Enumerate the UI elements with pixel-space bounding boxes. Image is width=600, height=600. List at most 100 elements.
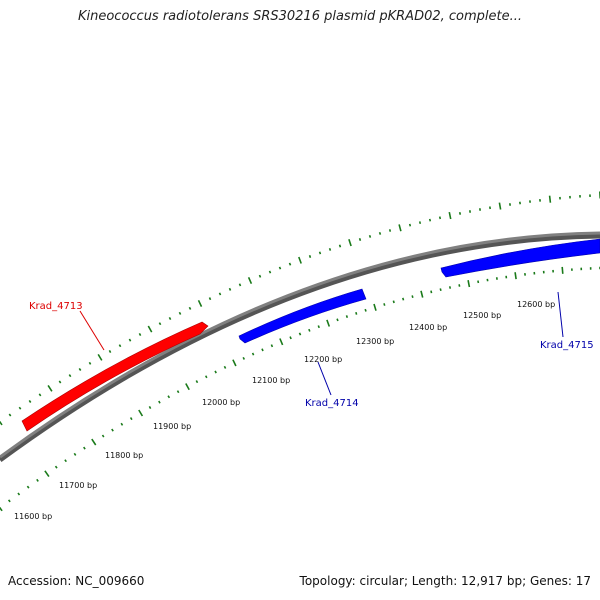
tick-mark bbox=[420, 290, 424, 298]
gene-label-krad-4713[interactable]: Krad_4713 bbox=[29, 301, 83, 312]
tick-mark bbox=[208, 297, 212, 301]
tick-mark bbox=[448, 211, 452, 220]
tick-mark bbox=[204, 375, 208, 379]
tick-mark bbox=[129, 417, 133, 421]
tick-mark bbox=[168, 317, 172, 320]
tick-mark bbox=[83, 446, 86, 450]
tick-mark bbox=[345, 315, 349, 319]
scale-label: 12000 bp bbox=[202, 398, 240, 407]
tick-mark bbox=[336, 318, 339, 322]
gene-arc-krad-4714[interactable] bbox=[238, 288, 367, 344]
tick-mark bbox=[68, 374, 72, 378]
tick-mark bbox=[268, 270, 272, 274]
tick-mark bbox=[118, 344, 122, 348]
tick-mark bbox=[247, 276, 253, 285]
scale-label: 12100 bp bbox=[252, 376, 290, 385]
tick-mark bbox=[402, 297, 405, 301]
tick-mark bbox=[7, 499, 11, 503]
plasmid-backbone-shadow bbox=[0, 233, 600, 463]
tick-mark bbox=[498, 202, 502, 210]
tick-mark bbox=[358, 238, 362, 241]
tick-mark bbox=[54, 465, 58, 469]
tick-mark bbox=[28, 399, 32, 403]
tick-mark bbox=[388, 229, 392, 232]
gene-label-krad-4714[interactable]: Krad_4714 bbox=[305, 398, 359, 409]
tick-mark bbox=[47, 384, 53, 392]
scale-label: 12200 bp bbox=[304, 355, 342, 364]
leader-line-krad-4715 bbox=[557, 291, 564, 338]
tick-mark bbox=[147, 325, 153, 333]
tick-mark bbox=[223, 365, 227, 369]
tick-mark bbox=[97, 353, 103, 361]
genome-summary-text: Topology: circular; Length: 12,917 bp; G… bbox=[299, 574, 591, 588]
tick-mark bbox=[26, 485, 30, 489]
tick-mark bbox=[36, 478, 39, 482]
gene-label-krad-4715[interactable]: Krad_4715 bbox=[540, 340, 594, 351]
tick-mark bbox=[111, 428, 114, 432]
tick-mark bbox=[458, 284, 461, 287]
tick-mark bbox=[298, 332, 302, 336]
tick-mark bbox=[91, 438, 97, 446]
tick-mark bbox=[58, 380, 62, 384]
tick-mark bbox=[18, 406, 22, 410]
tick-mark bbox=[355, 311, 358, 315]
tick-mark bbox=[64, 459, 67, 463]
tick-mark bbox=[158, 322, 162, 326]
tick-mark bbox=[430, 290, 433, 294]
tick-mark bbox=[232, 359, 237, 367]
tick-mark bbox=[8, 413, 12, 417]
tick-mark bbox=[438, 216, 442, 220]
tick-mark bbox=[251, 352, 255, 356]
tick-mark bbox=[408, 223, 412, 227]
tick-mark bbox=[338, 244, 342, 248]
tick-mark bbox=[242, 356, 246, 360]
tick-mark bbox=[195, 380, 199, 384]
tick-mark bbox=[0, 420, 3, 426]
scale-label: 11700 bp bbox=[59, 481, 97, 490]
tick-mark bbox=[101, 434, 105, 438]
tick-mark bbox=[197, 299, 203, 307]
plasmid-backbone bbox=[0, 231, 600, 459]
gene-arc-krad-4713[interactable] bbox=[21, 321, 209, 432]
tick-mark bbox=[44, 470, 50, 478]
tick-mark bbox=[120, 422, 124, 426]
tick-mark bbox=[218, 292, 222, 296]
tick-mark bbox=[78, 367, 82, 371]
tick-mark bbox=[108, 350, 112, 353]
tick-mark bbox=[411, 295, 414, 298]
tick-mark bbox=[418, 221, 422, 224]
tick-mark bbox=[477, 280, 480, 284]
tick-mark bbox=[148, 406, 152, 409]
tick-mark bbox=[279, 338, 284, 346]
tick-mark bbox=[318, 251, 322, 255]
tick-mark bbox=[261, 348, 264, 352]
tick-mark bbox=[561, 266, 564, 274]
tick-mark bbox=[458, 212, 462, 215]
tick-mark bbox=[73, 452, 77, 456]
tick-mark bbox=[348, 239, 352, 247]
tick-mark bbox=[308, 255, 312, 258]
tick-mark bbox=[308, 328, 311, 332]
tick-mark bbox=[258, 274, 262, 278]
tick-mark bbox=[364, 308, 367, 312]
tick-mark bbox=[448, 286, 452, 289]
tick-mark bbox=[317, 325, 320, 329]
outer-tick-ring bbox=[0, 191, 600, 426]
tick-mark bbox=[378, 231, 382, 235]
tick-mark bbox=[373, 303, 377, 311]
tick-mark bbox=[392, 300, 395, 304]
tick-mark bbox=[0, 506, 3, 512]
tick-mark bbox=[278, 266, 282, 270]
tick-mark bbox=[398, 224, 402, 232]
tick-mark bbox=[38, 393, 42, 397]
tick-mark bbox=[289, 336, 292, 340]
tick-mark bbox=[228, 287, 232, 291]
scale-label: 12600 bp bbox=[517, 300, 555, 309]
tick-mark bbox=[288, 262, 292, 266]
tick-mark bbox=[467, 280, 471, 288]
scale-label: 12500 bp bbox=[463, 311, 501, 320]
tick-mark bbox=[138, 333, 142, 336]
tick-mark bbox=[17, 492, 21, 496]
tick-mark bbox=[178, 311, 182, 315]
